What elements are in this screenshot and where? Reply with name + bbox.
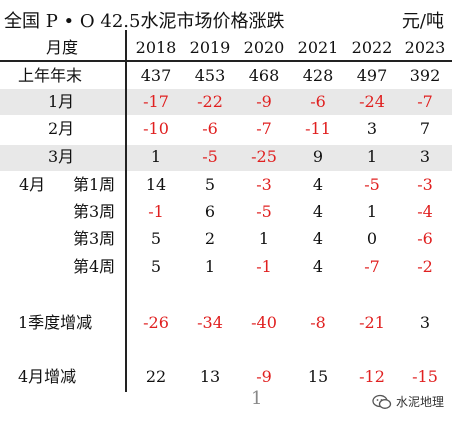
- year-header: 2020: [243, 38, 285, 57]
- table-cell: -26: [143, 313, 169, 332]
- table-cell: -3: [417, 175, 433, 194]
- row-label: 1月: [48, 92, 75, 111]
- row-header-label: 月度: [46, 38, 79, 57]
- table-cell: 497: [356, 66, 388, 85]
- wechat-icon: [372, 394, 392, 409]
- table-cell: 428: [302, 66, 334, 85]
- row-band-3: [0, 145, 452, 171]
- table-cell: 14: [145, 175, 167, 194]
- row-sublabel: 第3周: [73, 229, 116, 248]
- year-header: 2023: [404, 38, 446, 57]
- page-title: 全国 P • O 42.5水泥市场价格涨跌: [4, 11, 285, 32]
- table-cell: 4: [312, 257, 324, 276]
- table-cell: 437: [140, 66, 172, 85]
- table-cell: 4: [312, 202, 324, 221]
- table-cell: 1: [150, 147, 162, 166]
- row-label: 上年年末: [18, 66, 83, 85]
- table-cell: -5: [202, 147, 218, 166]
- row-band-1: [0, 89, 452, 115]
- row-sublabel: 第3周: [73, 202, 116, 221]
- table-cell: -2: [417, 257, 433, 276]
- row-label: 4月: [19, 175, 46, 194]
- year-header: 2019: [189, 38, 231, 57]
- row-label: 1季度增减: [18, 313, 93, 332]
- table-cell: -21: [359, 313, 385, 332]
- table-cell: -34: [197, 313, 223, 332]
- table-cell: -7: [417, 92, 433, 111]
- table-cell: -1: [256, 257, 272, 276]
- table-cell: 1: [258, 229, 270, 248]
- table-cell: -4: [417, 202, 433, 221]
- header-divider: [0, 60, 452, 62]
- row-label: 3月: [48, 147, 75, 166]
- table-cell: 5: [204, 175, 216, 194]
- table-cell: 1: [366, 147, 378, 166]
- table-cell: 3: [419, 147, 431, 166]
- table-cell: -5: [256, 202, 272, 221]
- table-cell: 22: [145, 367, 167, 386]
- table-cell: -12: [359, 367, 385, 386]
- table-cell: -1: [148, 202, 164, 221]
- table-cell: -40: [251, 313, 277, 332]
- table-cell: -6: [417, 229, 433, 248]
- table-cell: -5: [364, 175, 380, 194]
- year-header: 2021: [297, 38, 339, 57]
- table-cell: -24: [359, 92, 385, 111]
- table-cell: 6: [204, 202, 216, 221]
- table-cell: -7: [364, 257, 380, 276]
- table-cell: 3: [419, 313, 431, 332]
- unit-label: 元/吨: [401, 11, 444, 32]
- table-cell: 1: [204, 257, 216, 276]
- table-cell: -9: [256, 367, 272, 386]
- table-cell: 0: [366, 229, 378, 248]
- row-sublabel: 第1周: [73, 175, 116, 194]
- year-header: 2022: [351, 38, 393, 57]
- table-cell: 4: [312, 175, 324, 194]
- table-cell: 3: [366, 119, 378, 138]
- table-cell: -10: [143, 119, 169, 138]
- table-cell: -3: [256, 175, 272, 194]
- table-cell: -7: [256, 119, 272, 138]
- watermark-text: 水泥地理: [395, 395, 444, 409]
- year-header: 2018: [135, 38, 177, 57]
- table-cell: 2: [204, 229, 216, 248]
- table-cell: 4: [312, 229, 324, 248]
- table-cell: 5: [150, 257, 162, 276]
- table-cell: -17: [143, 92, 169, 111]
- table-cell: -9: [256, 92, 272, 111]
- table-cell: -6: [310, 92, 326, 111]
- row-label: 4月增减: [18, 367, 77, 386]
- row-sublabel: 第4周: [73, 257, 116, 276]
- table-cell: 392: [409, 66, 441, 85]
- table-cell: 15: [307, 367, 329, 386]
- label-divider: [125, 30, 127, 392]
- row-label: 2月: [48, 119, 75, 138]
- watermark: 水泥地理: [372, 393, 444, 410]
- table-cell: -8: [310, 313, 326, 332]
- table-cell: 13: [199, 367, 221, 386]
- table-cell: -11: [305, 119, 331, 138]
- table-cell: 7: [419, 119, 431, 138]
- table-cell: -6: [202, 119, 218, 138]
- table-cell: 468: [248, 66, 280, 85]
- table-cell: -25: [251, 147, 277, 166]
- table-cell: 453: [194, 66, 226, 85]
- table-cell: 1: [366, 202, 378, 221]
- page-number: 1: [251, 388, 263, 409]
- table-cell: 5: [150, 229, 162, 248]
- table-cell: -22: [197, 92, 223, 111]
- table-cell: -15: [412, 367, 438, 386]
- table-cell: 9: [312, 147, 324, 166]
